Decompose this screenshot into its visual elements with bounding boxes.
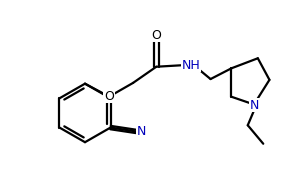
Text: N: N xyxy=(137,125,146,138)
Text: O: O xyxy=(151,29,161,42)
Text: NH: NH xyxy=(182,59,201,72)
Text: N: N xyxy=(250,99,259,112)
Text: O: O xyxy=(104,89,114,102)
